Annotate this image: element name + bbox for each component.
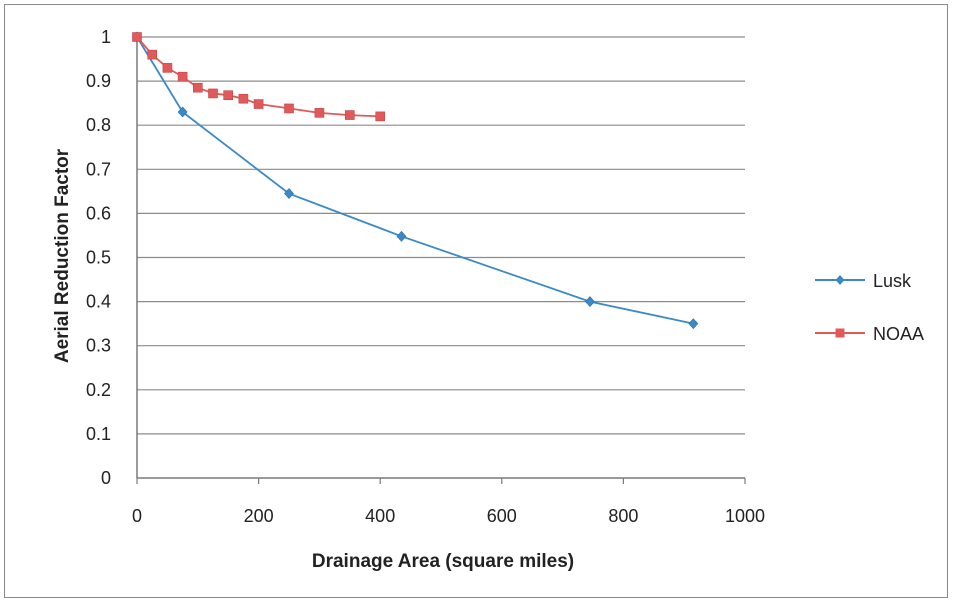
noaa-point xyxy=(375,111,386,122)
x-axis: 0 200 400 600 800 1000 xyxy=(132,478,765,526)
gridlines xyxy=(137,36,745,479)
noaa-point xyxy=(147,49,157,60)
y-axis-title: Aerial Reduction Factor xyxy=(52,148,73,363)
lusk-point xyxy=(688,318,699,330)
lusk-point xyxy=(585,296,595,308)
lusk-point xyxy=(284,188,294,200)
y-tick-label: 0.4 xyxy=(86,292,111,312)
x-tick-label: 800 xyxy=(608,506,638,526)
lusk-point xyxy=(396,230,407,242)
y-tick-label: 0 xyxy=(101,468,111,488)
y-tick-label: 0.6 xyxy=(86,203,111,223)
x-tick-label: 400 xyxy=(365,506,395,526)
y-tick-label: 0.2 xyxy=(86,380,111,400)
y-tick-label: 0.3 xyxy=(86,336,111,356)
noaa-legend-marker xyxy=(835,328,845,338)
x-tick-label: 1000 xyxy=(725,506,765,526)
noaa-point xyxy=(344,110,355,120)
x-tick-label: 600 xyxy=(487,506,517,526)
noaa-point xyxy=(284,103,294,114)
lusk-legend-marker xyxy=(835,275,845,285)
y-tick-label: 0.7 xyxy=(86,159,111,179)
noaa-point xyxy=(162,63,173,73)
plot-area xyxy=(132,31,699,330)
noaa-point xyxy=(223,90,233,101)
noaa-point xyxy=(132,32,142,42)
y-tick-label: 1 xyxy=(101,27,111,47)
legend: Lusk NOAA xyxy=(815,271,924,344)
y-tick-label: 0.1 xyxy=(86,424,111,444)
noaa-point xyxy=(314,108,325,118)
y-tick-label: 0.8 xyxy=(86,115,111,135)
y-tick-label: 0.5 xyxy=(86,248,111,268)
noaa-point xyxy=(208,88,218,99)
lusk-series-line xyxy=(136,36,694,325)
noaa-point xyxy=(253,99,264,109)
y-axis: 0 0.1 0.2 0.3 0.4 0.5 0.6 0.7 0.8 0.9 1 xyxy=(86,27,138,488)
lusk-point xyxy=(177,106,188,118)
noaa-point xyxy=(193,82,203,93)
x-tick-label: 0 xyxy=(132,506,142,526)
noaa-point xyxy=(177,71,188,82)
x-axis-title: Drainage Area (square miles) xyxy=(312,551,574,572)
lusk-legend-label: Lusk xyxy=(873,271,912,291)
noaa-point xyxy=(238,93,249,104)
y-tick-label: 0.9 xyxy=(86,71,111,91)
x-tick-label: 200 xyxy=(244,506,274,526)
noaa-legend-label: NOAA xyxy=(873,324,924,344)
